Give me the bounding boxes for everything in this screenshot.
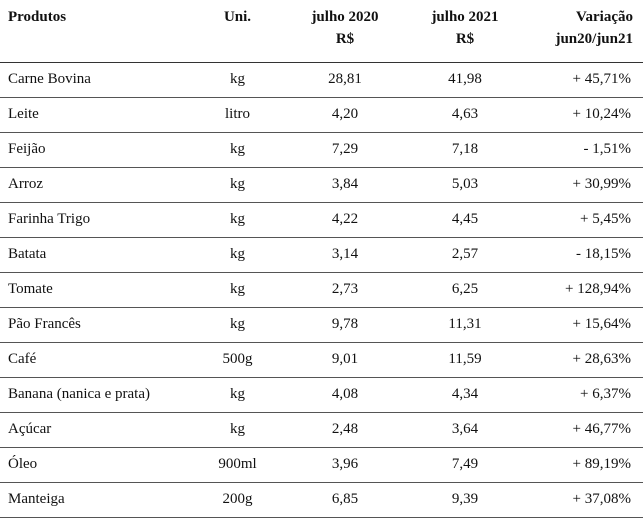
cell-preco-julho-2020: 4,22 — [285, 202, 405, 238]
table-body: Carne Bovina kg 28,81 41,98 + 45,71% Leite lit… — [0, 62, 643, 518]
table-row: Arroz kg 3,84 5,03 + 30,99% — [0, 167, 643, 203]
cell-unidade: kg — [190, 377, 285, 413]
cell-preco-julho-2020: 2,73 — [285, 272, 405, 308]
cell-preco-julho-2021: 11,31 — [405, 307, 525, 343]
cell-produto: Leite — [0, 97, 190, 133]
header-julho-2021-label: julho 2021 — [431, 9, 499, 25]
cell-variacao: + 45,71% — [525, 62, 643, 98]
cell-preco-julho-2021: 2,57 — [405, 237, 525, 273]
table-row: Feijão kg 7,29 7,18- 1,51% — [0, 132, 643, 168]
cell-preco-julho-2020: 9,01 — [285, 342, 405, 378]
table-row: Café 500g 9,01 11,59 + 28,63% — [0, 342, 643, 378]
header-variacao: Variação jun20/jun21 — [525, 0, 643, 63]
cell-preco-julho-2021: 4,34 — [405, 377, 525, 413]
header-variacao-label: Variação — [576, 9, 633, 25]
table-row: Carne Bovina kg 28,81 41,98 + 45,71% — [0, 62, 643, 98]
cell-produto: Farinha Trigo — [0, 202, 190, 238]
cell-variacao: + 30,99% — [525, 167, 643, 203]
cell-produto: Tomate — [0, 272, 190, 308]
header-uni: Uni. — [190, 0, 285, 63]
cell-unidade: kg — [190, 307, 285, 343]
cell-produto: Arroz — [0, 167, 190, 203]
header-julho-2021: julho 2021 R$ — [405, 0, 525, 63]
cell-unidade: kg — [190, 167, 285, 203]
cell-variacao: + 10,24% — [525, 97, 643, 133]
table-row: Manteiga 200g 6,85 9,39 + 37,08% — [0, 482, 643, 518]
cell-preco-julho-2020: 28,81 — [285, 62, 405, 98]
table-row: Farinha Trigo kg 4,22 4,45 + 5,45% — [0, 202, 643, 238]
cell-unidade: 900ml — [190, 447, 285, 483]
cell-preco-julho-2021: 3,64 — [405, 412, 525, 448]
cell-variacao: + 6,37% — [525, 377, 643, 413]
cell-unidade: 500g — [190, 342, 285, 378]
cell-preco-julho-2021: 7,49 — [405, 447, 525, 483]
table-row: Leite litro 4,20 4,63 + 10,24% — [0, 97, 643, 133]
cell-preco-julho-2021: 5,03 — [405, 167, 525, 203]
cell-preco-julho-2020: 4,08 — [285, 377, 405, 413]
cell-unidade: litro — [190, 97, 285, 133]
header-julho-2020-label: julho 2020 — [311, 9, 379, 25]
cell-produto: Banana (nanica e prata) — [0, 377, 190, 413]
header-produtos: Produtos — [0, 0, 190, 63]
cell-produto: Óleo — [0, 447, 190, 483]
table-row: Açúcar kg 2,48 3,64 + 46,77% — [0, 412, 643, 448]
cell-variacao: + 28,63% — [525, 342, 643, 378]
table-row: Pão Francês kg 9,78 11,31 + 15,64% — [0, 307, 643, 343]
cell-unidade: kg — [190, 272, 285, 308]
header-julho-2021-currency: R$ — [455, 31, 475, 47]
table-row: Banana (nanica e prata) kg 4,08 4,34 + 6,37% — [0, 377, 643, 413]
cell-produto: Manteiga — [0, 482, 190, 518]
cell-preco-julho-2020: 3,14 — [285, 237, 405, 273]
cell-preco-julho-2021: 41,98 — [405, 62, 525, 98]
cell-variacao: + 5,45% — [525, 202, 643, 238]
table-row: Batata kg 3,14 2,57- 18,15% — [0, 237, 643, 273]
cell-preco-julho-2021: 4,63 — [405, 97, 525, 133]
cell-variacao: - 18,15% — [525, 237, 643, 273]
cell-preco-julho-2020: 3,96 — [285, 447, 405, 483]
cell-variacao: + 46,77% — [525, 412, 643, 448]
cell-produto: Açúcar — [0, 412, 190, 448]
cell-preco-julho-2020: 7,29 — [285, 132, 405, 168]
cell-preco-julho-2021: 7,18 — [405, 132, 525, 168]
cell-preco-julho-2021: 9,39 — [405, 482, 525, 518]
cell-preco-julho-2020: 2,48 — [285, 412, 405, 448]
cell-variacao: - 1,51% — [525, 132, 643, 168]
cell-preco-julho-2020: 3,84 — [285, 167, 405, 203]
header-row: Produtos Uni. julho 2020 R$ julho 2021 R… — [0, 0, 643, 63]
table-row: Tomate kg 2,73 6,25 + 128,94% — [0, 272, 643, 308]
cell-unidade: kg — [190, 202, 285, 238]
cell-preco-julho-2021: 6,25 — [405, 272, 525, 308]
cell-variacao: + 37,08% — [525, 482, 643, 518]
cell-variacao: + 15,64% — [525, 307, 643, 343]
table-header: Produtos Uni. julho 2020 R$ julho 2021 R… — [0, 0, 643, 63]
cell-preco-julho-2021: 11,59 — [405, 342, 525, 378]
cell-unidade: 200g — [190, 482, 285, 518]
table-row: Óleo 900ml 3,96 7,49 + 89,19% — [0, 447, 643, 483]
cell-produto: Café — [0, 342, 190, 378]
cell-preco-julho-2020: 6,85 — [285, 482, 405, 518]
cell-unidade: kg — [190, 132, 285, 168]
cell-unidade: kg — [190, 62, 285, 98]
cell-preco-julho-2021: 4,45 — [405, 202, 525, 238]
cell-preco-julho-2020: 4,20 — [285, 97, 405, 133]
cell-produto: Carne Bovina — [0, 62, 190, 98]
cell-produto: Batata — [0, 237, 190, 273]
header-variacao-period: jun20/jun21 — [555, 31, 633, 47]
cell-produto: Feijão — [0, 132, 190, 168]
cell-variacao: + 128,94% — [525, 272, 643, 308]
cell-unidade: kg — [190, 237, 285, 273]
cell-preco-julho-2020: 9,78 — [285, 307, 405, 343]
header-julho-2020-currency: R$ — [335, 31, 355, 47]
header-julho-2020: julho 2020 R$ — [285, 0, 405, 63]
cell-produto: Pão Francês — [0, 307, 190, 343]
cell-unidade: kg — [190, 412, 285, 448]
cell-variacao: + 89,19% — [525, 447, 643, 483]
